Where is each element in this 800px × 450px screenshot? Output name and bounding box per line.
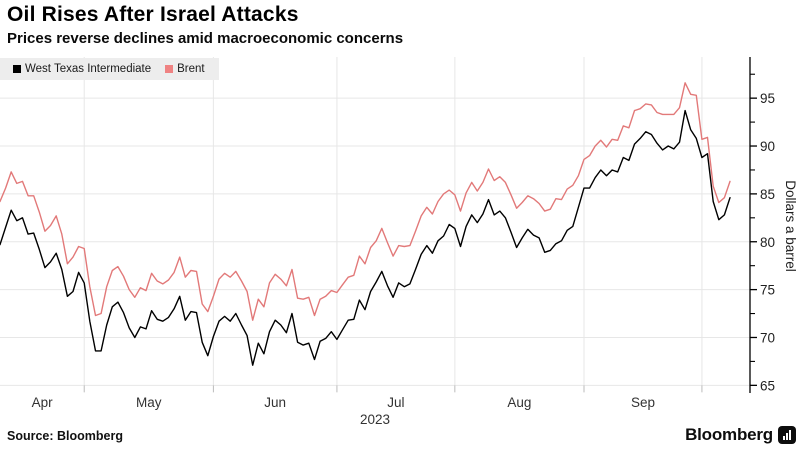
x-tick-label: Sep [631, 395, 655, 410]
x-tick-label: Apr [32, 395, 54, 410]
x-tick-label: Jul [387, 395, 404, 410]
wti-price-line [0, 109, 731, 366]
year-label: 2023 [360, 412, 390, 427]
x-tick-label: Aug [507, 395, 531, 410]
bloomberg-brand: Bloomberg [685, 425, 796, 445]
y-tick-label: 65 [760, 378, 775, 393]
legend-item-wti: West Texas Intermediate [13, 63, 151, 75]
brent-swatch-icon [165, 65, 174, 73]
legend-label-wti: West Texas Intermediate [25, 63, 152, 75]
brent-price-line [0, 82, 731, 321]
bloomberg-wordmark: Bloomberg [685, 425, 773, 444]
y-tick-label: 85 [760, 187, 775, 202]
source-attribution: Source: Bloomberg [7, 429, 123, 443]
page-subtitle: Prices reverse declines amid macroeconom… [7, 30, 404, 47]
x-tick-label: May [136, 395, 162, 410]
x-tick-label: Jun [264, 395, 286, 410]
y-axis-title: Dollars a barrel [783, 180, 798, 272]
legend-item-brent: Brent [165, 63, 205, 75]
y-tick-label: 95 [760, 91, 775, 106]
page-title: Oil Rises After Israel Attacks [7, 3, 299, 26]
y-tick-label: 70 [760, 330, 775, 345]
bloomberg-chart-icon [778, 426, 796, 444]
y-tick-label: 80 [760, 235, 775, 250]
y-tick-label: 90 [760, 139, 775, 154]
legend-label-brent: Brent [177, 63, 205, 75]
wti-swatch-icon [13, 65, 21, 73]
chart-legend: West Texas Intermediate Brent [0, 58, 219, 80]
y-tick-label: 75 [760, 283, 775, 298]
